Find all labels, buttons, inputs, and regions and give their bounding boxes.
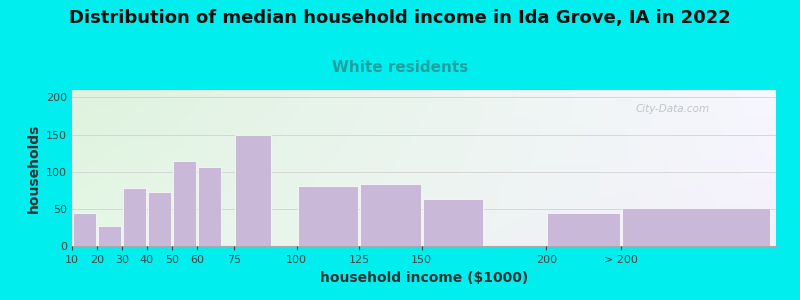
Bar bbox=[422, 199, 483, 246]
Bar bbox=[173, 160, 196, 246]
Y-axis label: households: households bbox=[26, 123, 41, 213]
Bar bbox=[98, 226, 121, 246]
X-axis label: household income ($1000): household income ($1000) bbox=[320, 271, 528, 285]
Bar bbox=[148, 192, 171, 246]
Bar bbox=[360, 184, 421, 246]
Bar bbox=[198, 167, 221, 246]
Bar bbox=[73, 213, 96, 246]
Bar bbox=[235, 135, 270, 246]
Bar bbox=[123, 188, 146, 246]
Text: White residents: White residents bbox=[332, 60, 468, 75]
Bar bbox=[298, 186, 358, 246]
Bar bbox=[622, 208, 770, 246]
Text: Distribution of median household income in Ida Grove, IA in 2022: Distribution of median household income … bbox=[69, 9, 731, 27]
Bar bbox=[547, 213, 620, 246]
Text: City-Data.com: City-Data.com bbox=[635, 104, 710, 114]
